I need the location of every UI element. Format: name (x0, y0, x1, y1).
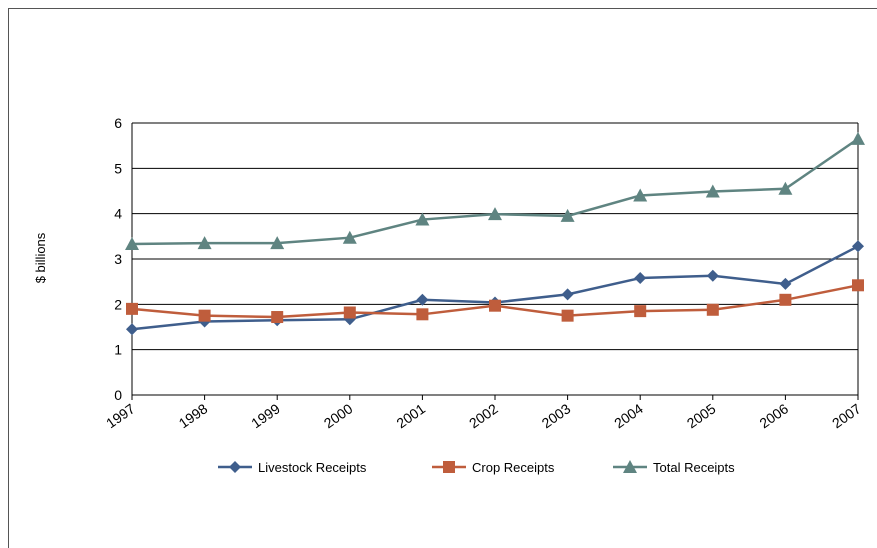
data-point (633, 188, 648, 202)
legend-item: Crop Receipts (432, 460, 555, 475)
x-tick-label: 2001 (393, 400, 428, 431)
data-point (197, 236, 212, 250)
legend-item: Livestock Receipts (218, 460, 367, 475)
data-point (271, 311, 284, 324)
x-tick-label: 2006 (756, 400, 791, 431)
legend-marker (229, 461, 241, 473)
data-point (343, 306, 356, 319)
data-point (852, 240, 864, 253)
legend-marker (623, 460, 637, 473)
y-tick-labels: 0 1 2 3 4 5 6 (114, 115, 122, 403)
data-point (489, 299, 501, 312)
data-point (488, 207, 502, 221)
data-point (634, 305, 647, 318)
series-line (131, 137, 859, 246)
legend-label: Total Receipts (653, 460, 735, 475)
data-point (415, 212, 430, 226)
x-tick-label: 2004 (611, 400, 646, 431)
y-tick-label: 3 (114, 251, 122, 267)
data-point (126, 302, 138, 315)
y-tick-label: 1 (114, 342, 122, 358)
x-tick-label: 2002 (466, 400, 501, 431)
axes (131, 123, 859, 400)
data-point (706, 303, 719, 316)
x-tick-labels: 1997 1998 1999 2000 2001 2002 2003 2004 2005 2006… (103, 400, 864, 431)
y-tick-label: 5 (114, 160, 122, 176)
data-point (634, 272, 647, 285)
x-tick-label: 2007 (829, 400, 864, 431)
data-point (778, 181, 793, 195)
series-total-receipts (125, 131, 865, 251)
legend: Livestock Receipts Crop Receipts Total Rec… (218, 460, 735, 475)
legend-label: Livestock Receipts (258, 460, 367, 475)
x-tick-label: 1997 (103, 400, 138, 431)
x-tick-label: 2000 (321, 400, 356, 431)
data-point (779, 277, 792, 290)
legend-marker (443, 461, 455, 473)
data-point (706, 269, 719, 282)
data-point (851, 131, 865, 145)
x-tick-label: 1999 (248, 400, 283, 431)
x-tick-label: 2005 (684, 400, 719, 431)
legend-item: Total Receipts (613, 460, 735, 475)
x-tick-label: 2003 (539, 400, 574, 431)
y-tick-label: 6 (114, 115, 122, 131)
series-crop-receipts (126, 279, 864, 324)
series-livestock-receipts (126, 240, 864, 336)
chart-frame (8, 8, 877, 548)
x-tick-label: 1998 (176, 400, 211, 431)
data-point (560, 208, 575, 222)
data-point (126, 323, 138, 336)
data-point (852, 279, 864, 292)
data-point (561, 288, 574, 301)
data-point (779, 293, 792, 306)
data-point (125, 237, 139, 251)
data-point (198, 309, 211, 322)
data-point (705, 184, 720, 198)
data-point (416, 308, 429, 321)
y-axis-label: $ billions (33, 232, 48, 283)
legend-label: Crop Receipts (472, 460, 555, 475)
data-point (270, 236, 285, 250)
data-point (342, 230, 357, 244)
y-tick-label: 0 (114, 387, 122, 403)
data-point (416, 293, 429, 306)
y-tick-label: 2 (114, 296, 122, 312)
y-tick-label: 4 (114, 206, 122, 222)
data-point (561, 309, 574, 322)
series-lines (125, 131, 865, 336)
